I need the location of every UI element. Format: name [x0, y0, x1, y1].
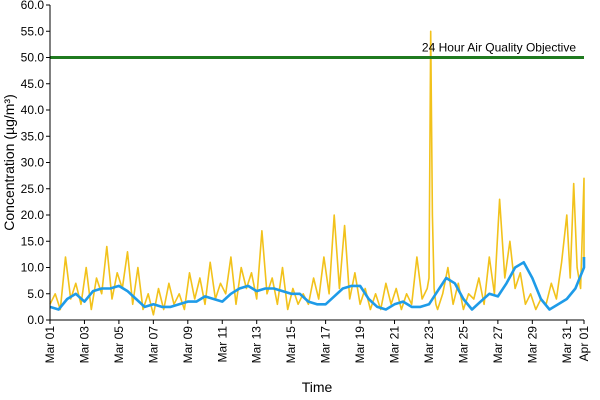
x-tick-label: Mar 31: [560, 326, 574, 364]
y-tick-label: 25.0: [21, 182, 45, 196]
x-tick-label: Mar 07: [146, 326, 160, 364]
y-tick-label: 30.0: [21, 156, 45, 170]
x-tick-label: Mar 29: [525, 326, 539, 364]
x-tick-label: Mar 13: [250, 326, 264, 364]
y-axis: 0.0 5.0 10.0 15.0 20.0 25.0 30.0 35.0 40.0 45.0 50…: [21, 0, 51, 327]
y-tick-label: 45.0: [21, 77, 45, 91]
x-tick-label: Mar 09: [181, 326, 195, 364]
y-tick-label: 5.0: [27, 287, 44, 301]
x-tick-label: Mar 23: [422, 326, 436, 364]
x-tick-label: Mar 25: [456, 326, 470, 364]
x-axis: Mar 01 Mar 03 Mar 05 Mar 07 Mar 09 Mar 11 Mar …: [43, 319, 591, 364]
x-axis-title: Time: [302, 379, 333, 395]
y-tick-label: 10.0: [21, 261, 45, 275]
x-tick-label: Mar 15: [284, 326, 298, 364]
objective-label: 24 Hour Air Quality Objective: [422, 41, 576, 55]
y-tick-label: 0.0: [27, 313, 44, 327]
x-tick-label: Mar 21: [388, 326, 402, 364]
series-line-hourly: [49, 30, 585, 316]
y-tick-label: 55.0: [21, 24, 45, 38]
y-tick-label: 60.0: [21, 0, 45, 12]
annotation-layer: 24 Hour Air Quality Objective: [50, 41, 584, 59]
x-tick-label: Mar 11: [215, 326, 229, 363]
y-tick-label: 20.0: [21, 208, 45, 222]
y-tick-label: 50.0: [21, 51, 45, 65]
y-tick-label: 15.0: [21, 234, 45, 248]
series-layer: [49, 30, 586, 316]
x-tick-label: Mar 19: [353, 326, 367, 364]
x-tick-label: Mar 03: [77, 326, 91, 364]
x-tick-label: Mar 01: [43, 326, 57, 364]
x-tick-label: Mar 27: [491, 326, 505, 364]
series-line-rolling: [49, 257, 586, 311]
y-tick-label: 40.0: [21, 103, 45, 117]
y-tick-label: 35.0: [21, 129, 45, 143]
x-tick-label: Mar 17: [319, 326, 333, 364]
x-tick-label: Apr 01: [577, 326, 591, 362]
x-tick-label: Mar 05: [112, 326, 126, 364]
y-axis-title: Concentration (µg/m³): [1, 94, 17, 230]
